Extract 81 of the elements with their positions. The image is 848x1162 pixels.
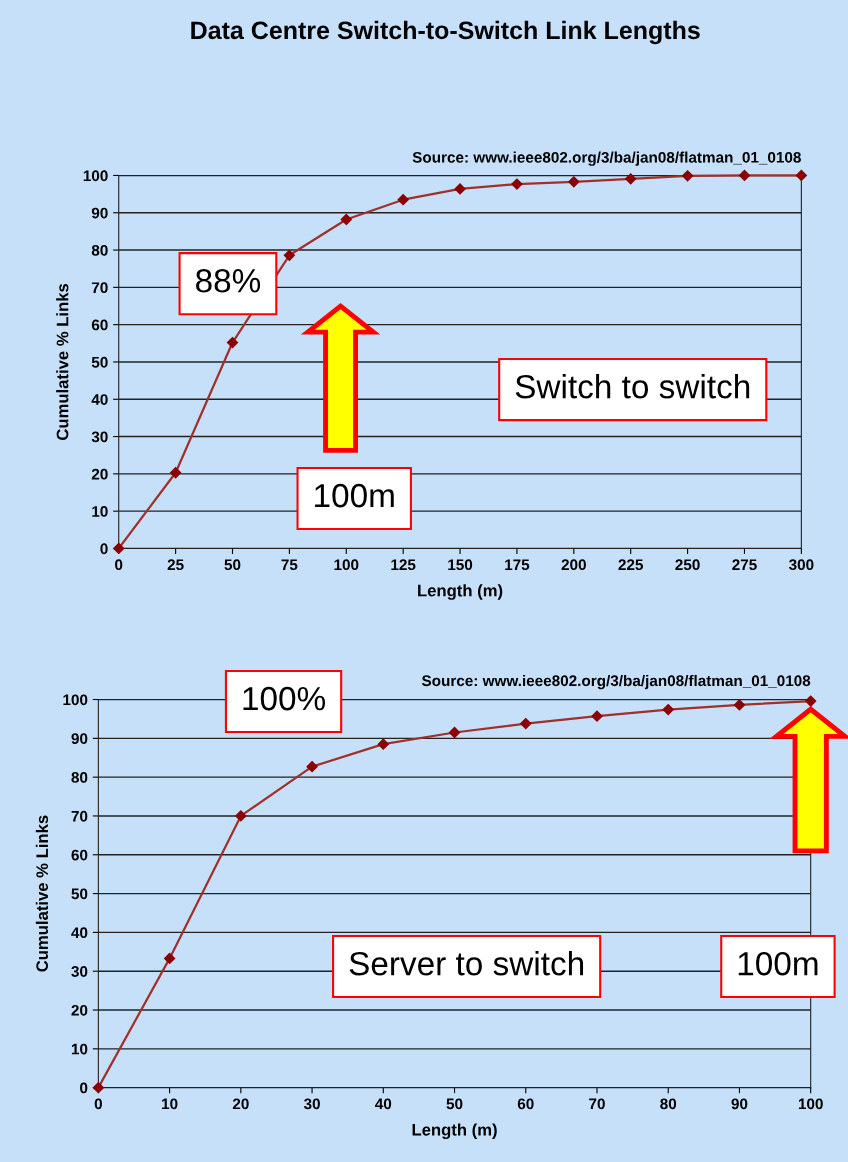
- point: [235, 810, 247, 822]
- point: [738, 169, 751, 182]
- x-tick-label: 175: [505, 559, 530, 571]
- y-tick-label: 40: [91, 394, 108, 405]
- y-tick-label: 30: [71, 966, 88, 977]
- y-tick-label: 70: [71, 810, 88, 822]
- y-tick-label: 90: [91, 207, 108, 219]
- point: [377, 738, 389, 750]
- y-tick-label: 10: [71, 1043, 88, 1055]
- point: [226, 336, 239, 349]
- point: [306, 761, 318, 773]
- x-tick-label: 90: [731, 1098, 748, 1110]
- y-axis-title: Cumulative % Links: [35, 815, 49, 972]
- point: [591, 710, 603, 722]
- annotation: 100%: [243, 686, 326, 711]
- x-tick-label: 30: [303, 1098, 320, 1110]
- annotation: Switch to switch: [515, 374, 750, 399]
- chart-title: Data Centre Switch-to-Switch Link Lengths: [191, 20, 700, 45]
- x-tick-label: 125: [391, 559, 416, 571]
- x-tick-label: 150: [448, 559, 473, 571]
- x-tick-label: 70: [589, 1098, 605, 1110]
- x-axis-title: Length (m): [418, 584, 503, 600]
- point: [283, 249, 295, 261]
- y-tick-label: 60: [91, 319, 108, 331]
- y-tick-label: 0: [100, 543, 108, 555]
- point: [662, 704, 674, 716]
- y-tick-label: 50: [91, 356, 108, 368]
- point: [625, 173, 637, 185]
- x-tick-label: 275: [732, 559, 757, 571]
- y-tick-label: 30: [91, 431, 108, 443]
- y-tick-label: 70: [91, 282, 108, 294]
- point: [795, 169, 807, 182]
- annotation: Server to switch: [349, 951, 584, 976]
- annotation: 88%: [196, 268, 261, 293]
- x-tick-label: 75: [281, 559, 298, 571]
- point: [733, 699, 746, 711]
- point: [454, 183, 466, 195]
- y-tick-label: 100: [83, 170, 108, 182]
- y-tick-label: 50: [71, 888, 88, 900]
- point: [681, 170, 694, 182]
- y-tick-label: 10: [92, 506, 108, 517]
- point: [568, 176, 580, 188]
- y-axis-title: Cumulative % Links: [56, 283, 69, 440]
- y-tick-label: 20: [71, 1004, 88, 1016]
- point: [170, 467, 182, 479]
- x-tick-label: 10: [162, 1098, 178, 1110]
- source-note: Source: www.ieee802.org/3/ba/jan08/flatman_01_0108: [412, 151, 801, 166]
- y-tick-label: 20: [91, 468, 108, 480]
- y-tick-label: 40: [71, 927, 88, 939]
- point: [340, 213, 352, 226]
- point: [397, 194, 409, 206]
- y-tick-label: 60: [71, 849, 88, 861]
- point: [520, 717, 532, 730]
- x-tick-label: 0: [115, 559, 123, 571]
- y-tick-label: 100: [63, 694, 88, 706]
- point: [113, 542, 125, 555]
- y-tick-label: 0: [80, 1082, 88, 1094]
- x-tick-label: 200: [561, 559, 586, 571]
- x-axis-title: Length (m): [412, 1123, 497, 1140]
- x-tick-label: 100: [798, 1098, 823, 1110]
- annotation: 100m: [738, 951, 818, 976]
- x-tick-label: 60: [517, 1098, 534, 1110]
- point: [448, 726, 461, 739]
- x-tick-label: 40: [375, 1098, 392, 1110]
- x-tick-label: 100: [334, 559, 359, 571]
- x-tick-label: 250: [675, 559, 700, 571]
- x-tick-label: 25: [167, 559, 184, 571]
- point: [92, 1082, 104, 1094]
- x-tick-label: 20: [232, 1098, 249, 1110]
- x-tick-label: 300: [788, 559, 814, 571]
- annotation: 100m: [315, 483, 394, 508]
- y-tick-label: 80: [71, 772, 88, 783]
- point: [163, 952, 176, 964]
- x-tick-label: 80: [660, 1098, 677, 1110]
- source-note: Source: www.ieee802.org/3/ba/jan08/flatman_01_0108: [421, 674, 811, 690]
- point: [805, 695, 817, 707]
- x-tick-label: 50: [446, 1098, 463, 1110]
- x-tick-label: 225: [618, 559, 644, 571]
- x-tick-label: 50: [224, 559, 241, 571]
- y-tick-label: 90: [71, 733, 88, 745]
- y-tick-label: 80: [91, 244, 108, 256]
